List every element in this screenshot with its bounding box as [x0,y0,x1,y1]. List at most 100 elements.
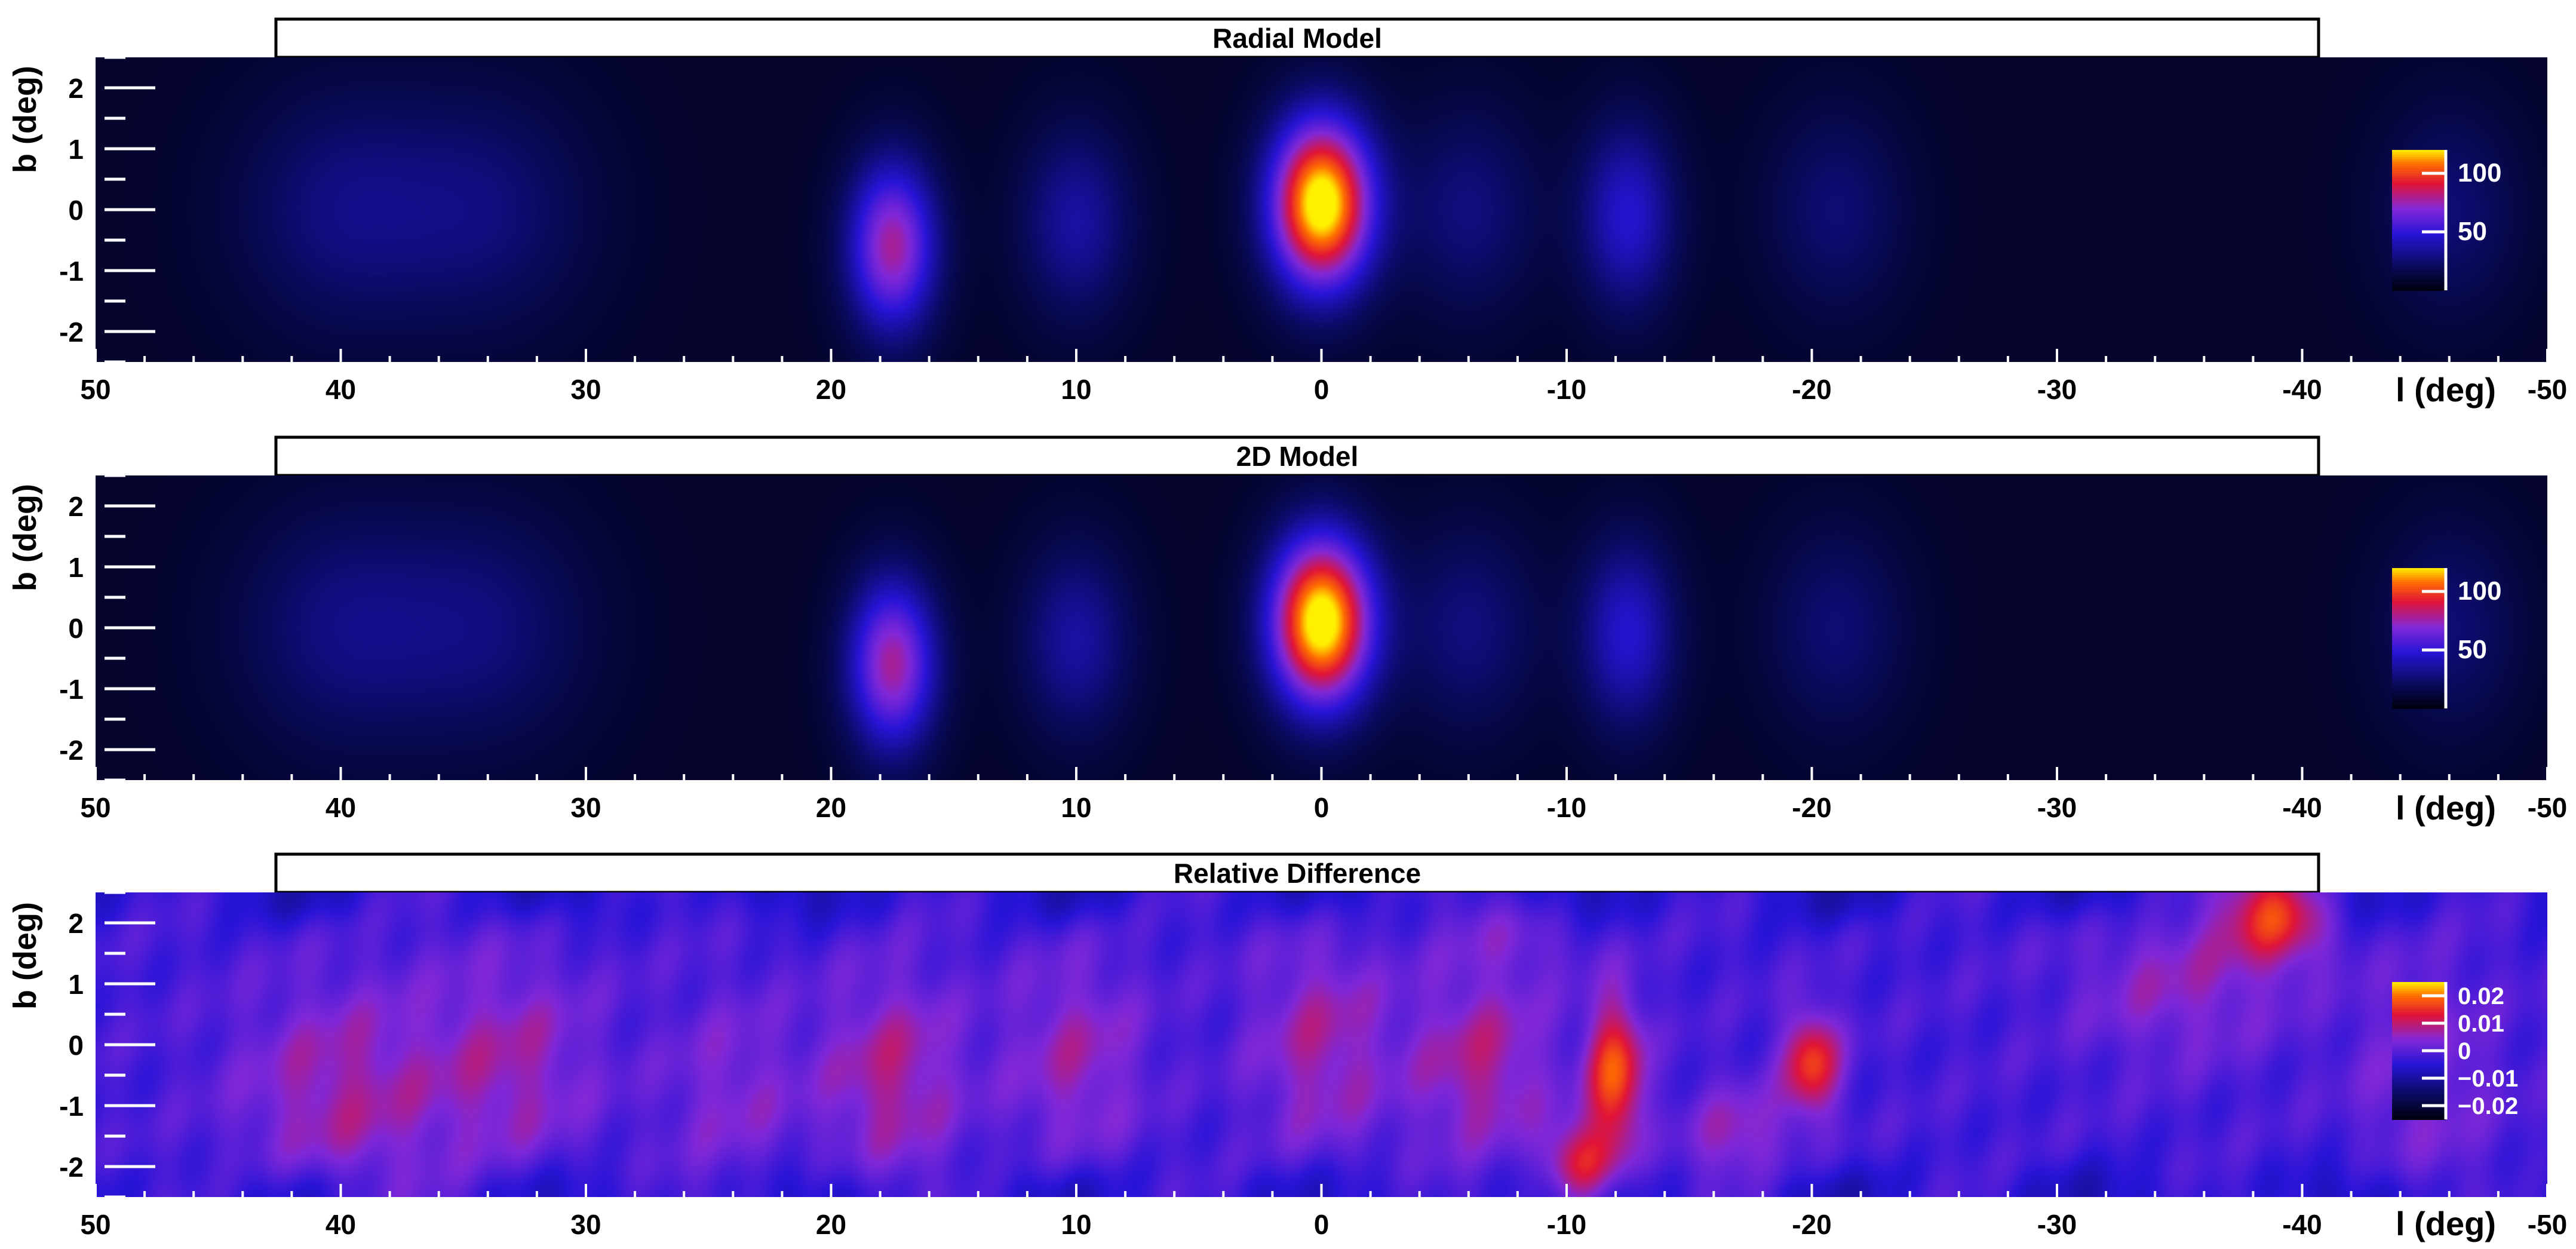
colorbar-swatch [2392,1055,2446,1058]
colorbar-tick-label: 50 [2458,635,2487,664]
colorbar-swatch [2392,229,2446,233]
y-tick-label: 2 [68,73,84,104]
colorbar-swatch [2392,1007,2446,1010]
colorbar-swatch [2392,1076,2446,1079]
colorbar-swatch [2392,676,2446,679]
colorbar-swatch [2392,253,2446,256]
colorbar-swatch [2392,1101,2446,1104]
colorbar-swatch [2392,1080,2446,1084]
colorbar-tick-label: 50 [2458,217,2487,246]
colorbar-swatch [2392,208,2446,211]
colorbar-swatch [2392,617,2446,621]
colorbar-swatch [2392,173,2446,177]
x-tick-label: 50 [80,792,110,823]
x-tick-label: 10 [1061,1209,1091,1240]
colorbar-swatch [2392,182,2446,186]
x-tick-label: -40 [2282,1209,2322,1240]
colorbar-swatch [2392,1117,2446,1120]
colorbar-swatch [2392,659,2446,662]
colorbar-swatch [2392,255,2446,259]
colorbar-swatch [2392,156,2446,160]
colorbar-swatch [2392,654,2446,658]
colorbar-swatch [2392,671,2446,674]
colorbar-swatch [2392,250,2446,254]
colorbar-tick-label: 100 [2458,576,2501,606]
colorbar-swatch [2392,189,2446,193]
colorbar-swatch [2392,615,2446,618]
colorbar-swatch [2392,234,2446,237]
colorbar-tick-label: 0 [2458,1038,2471,1064]
colorbar-swatch [2392,1009,2446,1012]
colorbar-swatch [2392,154,2446,158]
colorbar-swatch [2392,241,2446,244]
colorbar-swatch [2392,694,2446,698]
colorbar-swatch [2392,166,2446,170]
x-tick-label: -10 [1547,1209,1586,1240]
colorbar-swatch [2392,1085,2446,1088]
colorbar-swatch [2392,656,2446,660]
panel-title: Radial Model [1212,23,1382,54]
colorbar-swatch [2392,236,2446,240]
x-tick-label: -20 [1792,1209,1831,1240]
x-tick-label: 40 [326,792,356,823]
colorbar-swatch [2392,1082,2446,1086]
colorbar-swatch [2392,281,2446,284]
colorbar-swatch [2392,194,2446,198]
colorbar-swatch [2392,217,2446,221]
colorbar-swatch [2392,262,2446,265]
y-tick-label: -2 [59,1152,84,1183]
colorbar-swatch [2392,1041,2446,1045]
colorbar-swatch [2392,1027,2446,1031]
colorbar-swatch [2392,210,2446,214]
colorbar-swatch [2392,150,2446,153]
colorbar: 0.020.010−0.01−0.02 [2392,982,2518,1120]
colorbar-swatch [2392,689,2446,693]
colorbar-swatch [2392,1018,2446,1022]
y-tick-label: 2 [68,491,84,522]
colorbar-swatch [2392,176,2446,179]
colorbar-swatch [2392,1000,2446,1004]
colorbar-swatch [2392,1115,2446,1118]
y-tick-label: -2 [59,317,84,348]
colorbar-swatch [2392,570,2446,573]
colorbar-swatch [2392,243,2446,247]
colorbar-swatch [2392,598,2446,602]
colorbar-swatch [2392,1071,2446,1075]
colorbar-swatch [2392,1030,2446,1033]
y-tick-label: -1 [59,674,84,705]
y-axis-label: b (deg) [7,484,43,591]
y-tick-label: -1 [59,256,84,287]
colorbar-swatch [2392,1037,2446,1040]
y-tick-label: 1 [68,969,84,1000]
colorbar-swatch [2392,640,2446,644]
colorbar-swatch [2392,1087,2446,1091]
colorbar-tick-label: 0.01 [2458,1011,2504,1037]
colorbar-swatch [2392,572,2446,576]
colorbar-swatch [2392,633,2446,637]
colorbar-swatch [2392,612,2446,616]
colorbar-swatch [2392,1092,2446,1095]
colorbar-swatch [2392,1005,2446,1008]
x-tick-label: 30 [570,792,601,823]
colorbar-swatch [2392,680,2446,683]
colorbar-swatch [2392,587,2446,590]
x-tick-label: -10 [1547,792,1586,823]
colorbar-swatch [2392,222,2446,226]
colorbar-swatch [2392,701,2446,705]
colorbar-swatch [2392,636,2446,639]
colorbar-swatch [2392,666,2446,670]
colorbar: 50 100 [2392,568,2501,709]
colorbar-swatch [2392,1057,2446,1061]
colorbar-swatch [2392,178,2446,181]
colorbar-swatch [2392,1046,2446,1049]
colorbar-swatch [2392,1021,2446,1024]
colorbar-swatch [2392,650,2446,653]
colorbar-swatch [2392,591,2446,595]
colorbar-swatch [2392,1110,2446,1113]
colorbar-swatch [2392,1069,2446,1072]
heatmap-image [96,892,2547,1197]
colorbar-swatch [2392,286,2446,289]
colorbar-swatch [2392,638,2446,642]
